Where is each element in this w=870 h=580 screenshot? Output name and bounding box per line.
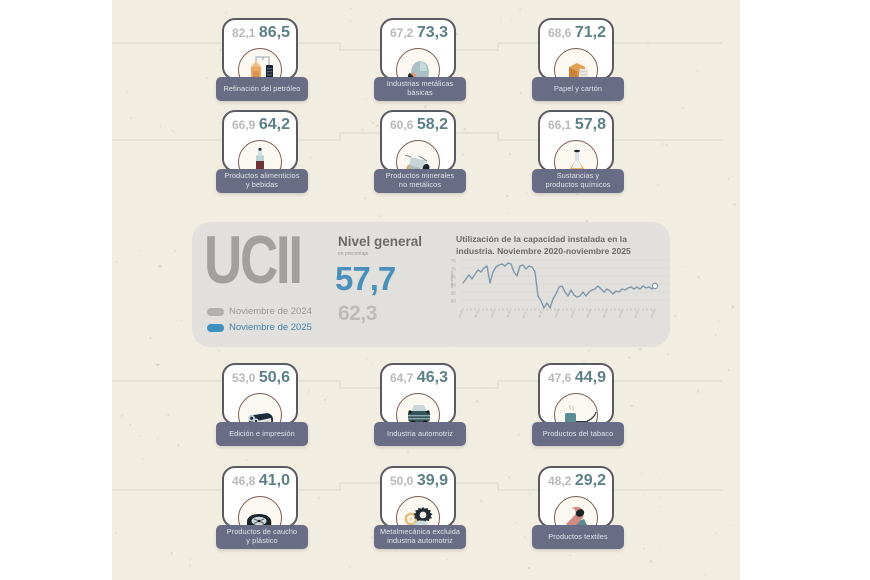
svg-text:Porcentaje: Porcentaje [451, 271, 454, 288]
svg-text:jul-22: jul-22 [521, 310, 527, 319]
svg-text:oct-23: oct-23 [569, 310, 575, 319]
svg-text:dic-22: dic-22 [537, 310, 543, 319]
svg-text:55: 55 [451, 291, 456, 296]
svg-text:75: 75 [451, 259, 456, 264]
svg-text:jun-25: jun-25 [633, 310, 640, 320]
svg-text:70: 70 [451, 267, 456, 272]
svg-text:50: 50 [451, 299, 456, 304]
